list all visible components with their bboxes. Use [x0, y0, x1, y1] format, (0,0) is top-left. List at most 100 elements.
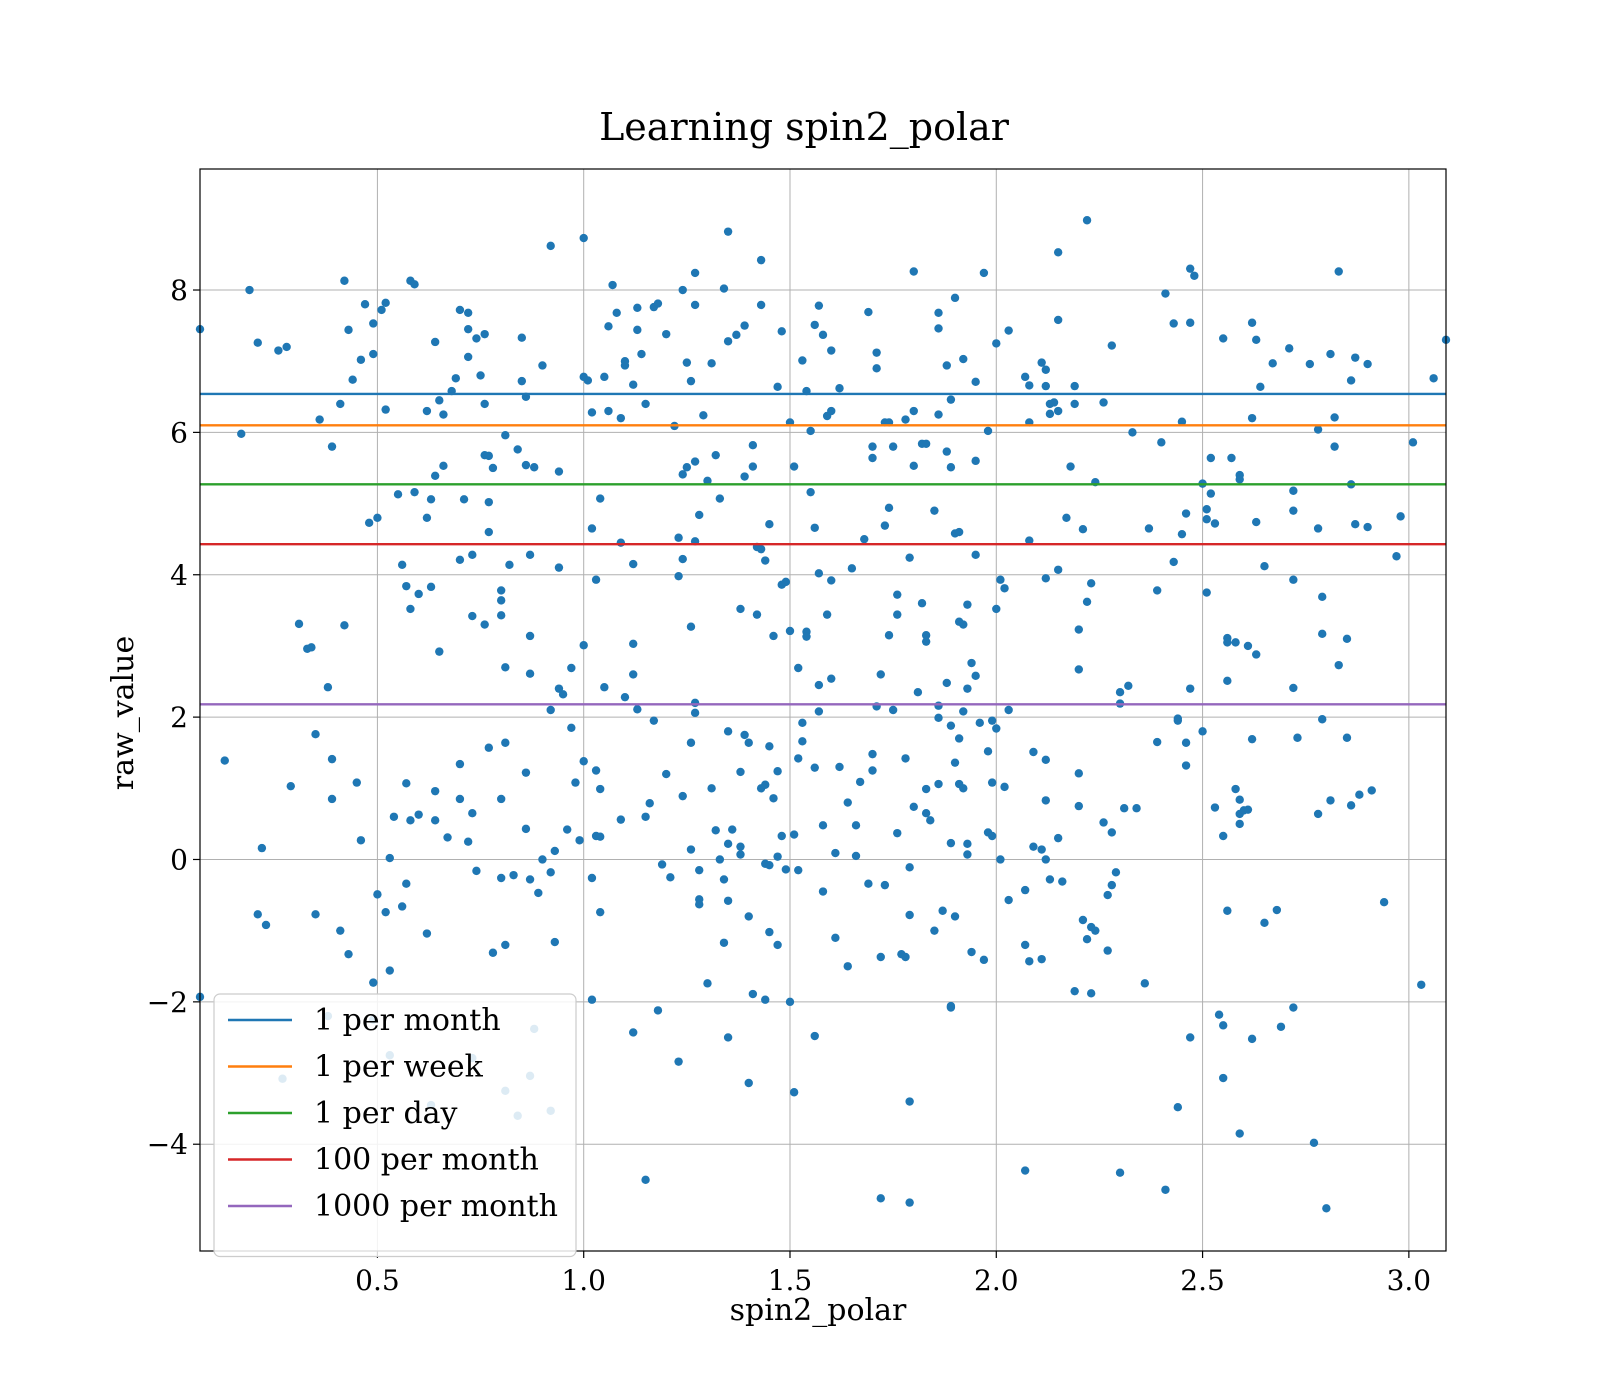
- scatter-point: [1177, 529, 1187, 539]
- scatter-point: [525, 550, 535, 560]
- scatter-point: [872, 348, 881, 357]
- scatter-point: [1355, 790, 1364, 799]
- scatter-point: [1078, 524, 1088, 534]
- scatter-point: [484, 451, 494, 461]
- scatter-point: [686, 376, 696, 386]
- scatter-point: [843, 962, 852, 971]
- scatter-point: [1025, 957, 1034, 966]
- scatter-point: [1115, 1168, 1125, 1177]
- x-tick-label: 2.5: [1180, 1264, 1225, 1297]
- scatter-point: [1379, 897, 1389, 907]
- scatter-point: [1004, 705, 1013, 715]
- scatter-point: [509, 870, 518, 880]
- scatter-point: [818, 330, 828, 340]
- scatter-point: [913, 688, 923, 697]
- scatter-point: [789, 462, 799, 471]
- scatter-point: [261, 920, 271, 930]
- scatter-point: [1272, 905, 1282, 915]
- scatter-point: [744, 738, 753, 747]
- scatter-point: [963, 839, 972, 849]
- scatter-point: [810, 523, 819, 532]
- scatter-point: [633, 325, 642, 335]
- scatter-point: [934, 324, 943, 333]
- scatter-point: [422, 513, 432, 523]
- scatter-point: [1181, 509, 1191, 518]
- scatter-point: [934, 701, 943, 710]
- threshold-lines: [200, 392, 1446, 706]
- scatter-point: [1247, 413, 1257, 423]
- scatter-point: [591, 766, 601, 775]
- scatter-point: [323, 683, 333, 692]
- scatter-point: [237, 429, 246, 439]
- scatter-point: [521, 768, 531, 777]
- scatter-point: [1202, 515, 1211, 524]
- scatter-point: [546, 868, 555, 877]
- scatter-point: [843, 798, 852, 807]
- scatter-point: [430, 471, 440, 481]
- scatter-point: [1185, 1033, 1195, 1042]
- scatter-point: [1004, 895, 1013, 905]
- scatter-point: [1408, 438, 1418, 447]
- scatter-point: [967, 658, 976, 668]
- scatter-point: [426, 582, 436, 592]
- scatter-point: [946, 721, 956, 730]
- scatter-point: [1020, 1166, 1030, 1175]
- scatter-point: [282, 342, 291, 352]
- scatter-point: [620, 692, 630, 702]
- scatter-point: [695, 865, 704, 875]
- scatter-point: [340, 621, 349, 630]
- scatter-point: [381, 298, 390, 308]
- scatter-point: [723, 337, 733, 346]
- scatter-point: [1202, 588, 1211, 597]
- chart-title: Learning spin2_polar: [599, 105, 1010, 150]
- scatter-point: [587, 995, 597, 1004]
- scatter-point: [1309, 1138, 1319, 1148]
- scatter-point: [468, 550, 477, 560]
- scatter-point: [435, 647, 444, 656]
- scatter-point: [422, 929, 432, 938]
- scatter-point: [1346, 801, 1356, 810]
- scatter-point: [616, 815, 626, 824]
- scatter-point: [1289, 1003, 1298, 1012]
- scatter-point: [1086, 579, 1096, 588]
- scatter-point: [864, 307, 873, 317]
- x-tick-label: 1.5: [768, 1264, 813, 1297]
- scatter-point: [1066, 462, 1075, 471]
- scatter-point: [641, 812, 650, 821]
- scatter-point: [868, 442, 877, 451]
- scatter-point: [810, 763, 819, 772]
- scatter-point: [975, 718, 984, 728]
- scatter-point: [1177, 417, 1187, 426]
- scatter-point: [983, 426, 993, 436]
- scatter-point: [472, 334, 481, 343]
- x-axis-label: spin2_polar: [730, 1293, 907, 1328]
- scatter-point: [711, 826, 720, 835]
- scatter-point: [979, 955, 989, 965]
- scatter-point: [954, 734, 964, 743]
- scatter-point: [715, 855, 725, 864]
- scatter-point: [1029, 842, 1038, 851]
- scatter-point: [1074, 625, 1084, 634]
- scatter-point: [1173, 716, 1183, 725]
- scatter-point: [369, 978, 378, 987]
- scatter-point: [938, 906, 947, 915]
- scatter-point: [773, 940, 782, 950]
- scatter-point: [410, 487, 419, 497]
- scatter-point: [690, 708, 700, 718]
- scatter-point: [538, 855, 547, 864]
- scatter-point: [967, 947, 976, 957]
- scatter-point: [294, 619, 304, 629]
- scatter-point: [666, 873, 675, 882]
- scatter-point: [1045, 875, 1055, 884]
- scatter-point: [736, 767, 745, 777]
- scatter-point: [327, 754, 337, 764]
- scatter-point: [987, 831, 997, 841]
- scatter-point: [1293, 733, 1302, 742]
- scatter-point: [385, 853, 394, 863]
- scatter-point: [1351, 353, 1360, 362]
- scatter-point: [496, 794, 506, 804]
- legend-label: 1 per month: [314, 1003, 501, 1038]
- scatter-point: [1351, 520, 1360, 529]
- scatter-point: [1053, 565, 1063, 574]
